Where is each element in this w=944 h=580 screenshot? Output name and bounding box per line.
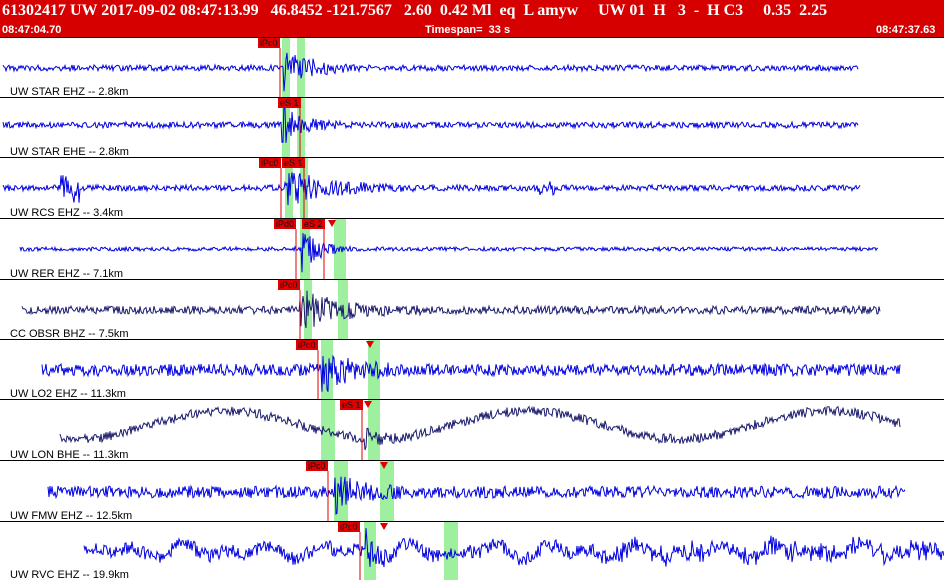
trace-panel[interactable]: iPc0 UW RVC EHZ -- 19.9km (0, 521, 944, 580)
pick-tab[interactable]: iPc0 (296, 340, 318, 350)
pick-marker (380, 462, 388, 469)
pick-window (300, 219, 310, 279)
seismic-trace (2, 103, 859, 143)
waveform (21, 280, 881, 339)
trace-panel[interactable]: iPc0 eS 1 UW RCS EHZ -- 3.4km (0, 157, 944, 218)
trace-panel[interactable]: iPc0 UW STAR EHZ -- 2.8km (0, 37, 944, 97)
seismic-trace (59, 405, 901, 451)
station-label: UW RCS EHZ -- 3.4km (10, 207, 124, 218)
seismic-trace (47, 476, 906, 516)
waveform (19, 219, 879, 279)
pick-window (321, 340, 333, 399)
station-label: UW LO2 EHZ -- 11.3km (10, 388, 126, 399)
station-label: UW RER EHZ -- 7.1km (10, 268, 124, 279)
pick-window (368, 340, 380, 399)
seismic-trace (21, 290, 881, 329)
end-time: 08:47:37.63 (876, 24, 936, 36)
pick-marker (366, 341, 374, 348)
trace-panel[interactable]: eS 1 UW LON BHE -- 11.3km (0, 399, 944, 460)
station-label: UW STAR EHZ -- 2.8km (10, 86, 129, 97)
station-label: UW RVC EHZ -- 19.9km (10, 569, 129, 580)
pick-window (380, 461, 394, 521)
pick-window (368, 400, 380, 460)
pick-tab[interactable]: iPc0 (258, 38, 280, 48)
pick-tab[interactable]: iPd0 (274, 219, 297, 229)
station-label: UW STAR EHE -- 2.8km (10, 146, 129, 157)
pick-tab[interactable]: eS 2 (302, 219, 325, 229)
seismic-trace (2, 172, 861, 206)
waveform (47, 461, 906, 521)
timespan-label: Timespan= 33 s (425, 24, 511, 36)
seismic-trace (41, 354, 901, 392)
pick-tab[interactable]: eS 1 (282, 158, 305, 168)
pick-marker (328, 220, 336, 227)
seismic-trace (2, 52, 859, 92)
pick-tab[interactable]: iPc0 (259, 158, 281, 168)
waveform (83, 522, 944, 580)
trace-panel[interactable]: eS 1 UW STAR EHE -- 2.8km (0, 97, 944, 157)
header-bar: 61302417 UW 2017-09-02 08:47:13.99 46.84… (0, 0, 944, 37)
waveform (2, 98, 859, 157)
pick-marker (364, 401, 372, 408)
pick-tab[interactable]: eS 1 (340, 400, 363, 410)
station-label: UW LON BHE -- 11.3km (10, 449, 129, 460)
waveform (2, 158, 861, 218)
seismic-trace (19, 233, 879, 273)
trace-panel[interactable]: iPc0 CC OBSR BHZ -- 7.5km (0, 279, 944, 339)
pick-marker (380, 523, 388, 530)
pick-tab[interactable]: eS 1 (278, 98, 301, 108)
event-title: 61302417 UW 2017-09-02 08:47:13.99 46.84… (2, 2, 828, 19)
trace-panel[interactable]: iPc0 UW FMW EHZ -- 12.5km (0, 460, 944, 521)
waveform (2, 38, 859, 97)
pick-tab[interactable]: iPc0 (306, 461, 328, 471)
start-time: 08:47:04.70 (2, 24, 62, 36)
pick-window (297, 38, 305, 97)
seismogram-panels: iPc0 UW STAR EHZ -- 2.8km eS 1 UW STAR EHE … (0, 37, 944, 580)
trace-panel[interactable]: iPd0 eS 2 UW RER EHZ -- 7.1km (0, 218, 944, 279)
waveform (59, 400, 901, 460)
pick-tab[interactable]: iPc0 (338, 522, 360, 532)
seismic-trace (83, 528, 944, 568)
pick-tab[interactable]: iPc0 (278, 280, 300, 290)
station-label: UW FMW EHZ -- 12.5km (10, 510, 133, 521)
trace-panel[interactable]: iPc0 UW LO2 EHZ -- 11.3km (0, 339, 944, 399)
waveform (41, 340, 901, 399)
station-label: CC OBSR BHZ -- 7.5km (10, 328, 129, 339)
